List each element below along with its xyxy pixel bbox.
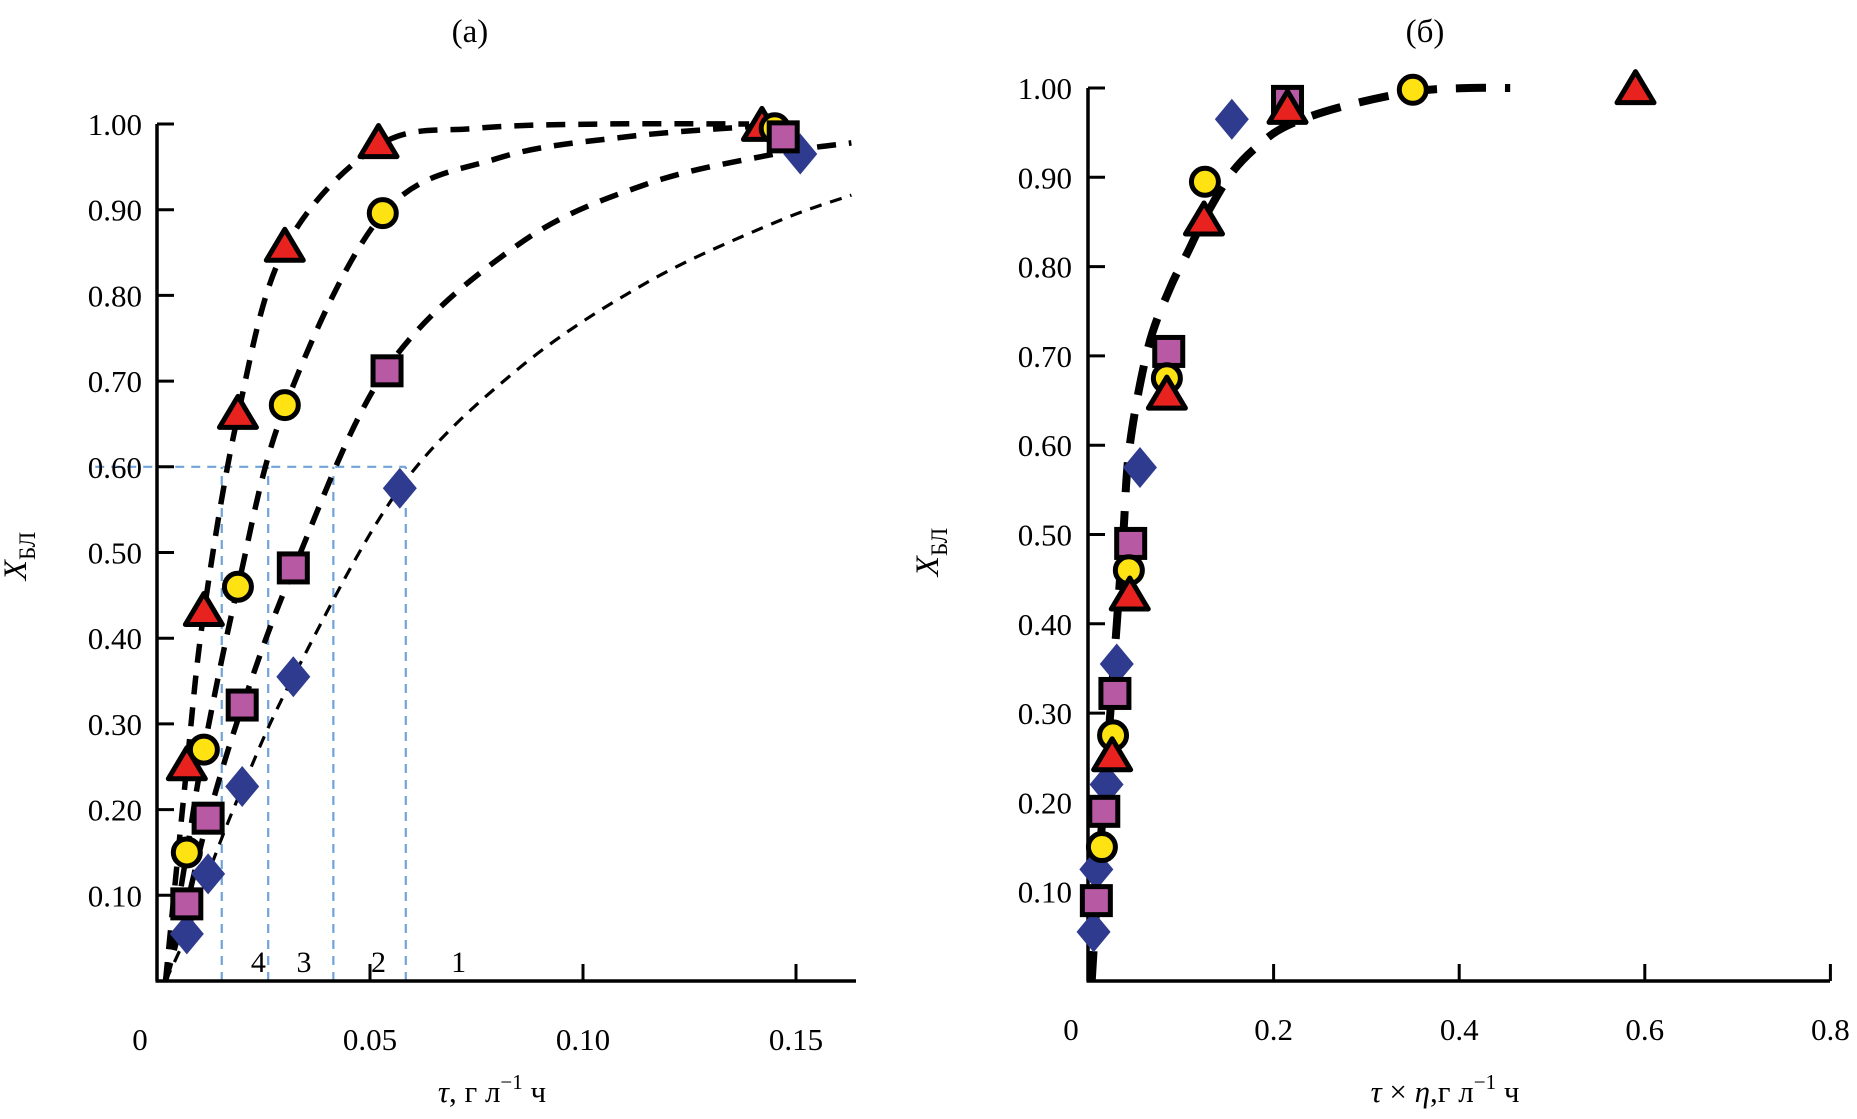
x-tick-label: 0.2 xyxy=(1254,1012,1293,1047)
y-tick-label: 0.30 xyxy=(88,707,142,742)
data-point-diamond-icon xyxy=(1122,447,1157,489)
y-tick-label: 0.40 xyxy=(88,621,142,656)
plot-root: 4 3 2 10.100.200.300.400.500.600.700.800.90… xyxy=(88,69,1850,1057)
x-tick-label: 0.05 xyxy=(343,1022,397,1057)
y-tick-label: 0.60 xyxy=(1018,428,1072,463)
y-tick-label: 0.80 xyxy=(88,278,142,313)
panel-a-title: (а) xyxy=(452,14,489,50)
data-point-square-icon xyxy=(170,887,204,921)
data-point-square-icon xyxy=(370,354,404,388)
curve-number-label: 4 xyxy=(251,946,266,979)
x-tick-label: 0 xyxy=(1063,1012,1079,1047)
y-tick-label: 0.30 xyxy=(1018,696,1072,731)
y-tick-label: 0.70 xyxy=(1018,339,1072,374)
data-point-diamond-icon xyxy=(1214,98,1249,140)
x-tick-label: 0.10 xyxy=(556,1022,610,1057)
data-point-triangle-icon xyxy=(1183,200,1225,237)
data-point-diamond-icon xyxy=(276,656,311,698)
data-point-triangle-icon xyxy=(1145,374,1188,411)
data-point-square-icon xyxy=(276,551,310,585)
curve-number-label: 2 xyxy=(371,946,386,979)
data-point-square-icon xyxy=(1152,334,1186,368)
data-point-circle-icon xyxy=(170,836,203,869)
y-tick-label: 0.40 xyxy=(1018,607,1072,642)
data-point-diamond-icon xyxy=(1089,764,1124,806)
data-point-diamond-icon xyxy=(382,467,417,509)
data-point-diamond-icon xyxy=(225,765,260,807)
data-point-diamond-icon xyxy=(169,913,204,955)
data-point-circle-icon xyxy=(1085,831,1118,864)
data-point-triangle-icon xyxy=(1091,736,1134,773)
data-point-circle-icon xyxy=(187,733,220,766)
data-point-triangle-icon xyxy=(182,590,225,627)
y-tick-label: 0.80 xyxy=(1018,250,1072,285)
x-tick-label: 0.15 xyxy=(769,1022,823,1057)
y-tick-label: 0.10 xyxy=(1018,875,1072,910)
data-point-triangle-icon xyxy=(1614,69,1657,106)
data-point-square-icon xyxy=(1098,676,1132,710)
y-tick-label: 0.10 xyxy=(88,878,142,913)
panel-b-title: (б) xyxy=(1406,14,1445,50)
x-tick-label: 0.4 xyxy=(1440,1012,1479,1047)
data-point-circle-icon xyxy=(268,389,301,422)
y-tick-label: 0.90 xyxy=(1018,160,1072,195)
data-point-circle-icon xyxy=(366,197,399,230)
data-point-square-icon xyxy=(1079,884,1113,918)
data-point-circle-icon xyxy=(1188,165,1221,198)
x-tick-label: 0.6 xyxy=(1625,1012,1664,1047)
data-point-triangle-icon xyxy=(263,226,306,263)
data-point-circle-icon xyxy=(221,570,254,603)
data-point-circle-icon xyxy=(1396,73,1429,106)
data-point-triangle-icon xyxy=(216,393,259,430)
data-point-square-icon xyxy=(225,688,259,722)
fit-curve-4 xyxy=(162,120,750,982)
x-tick-label: 0.8 xyxy=(1811,1012,1850,1047)
x-tick-label: 0 xyxy=(132,1022,148,1057)
panel-a-yaxis-title: XБЛ xyxy=(0,532,40,582)
curve-number-label: 3 xyxy=(296,946,311,979)
y-tick-label: 0.20 xyxy=(1018,785,1072,820)
data-point-square-icon xyxy=(1114,526,1148,560)
panel-b-yaxis-title: XБЛ xyxy=(910,528,952,578)
y-tick-label: 0.60 xyxy=(88,450,142,485)
data-point-triangle-icon xyxy=(357,123,400,160)
curve-number-label: 1 xyxy=(451,946,466,979)
data-point-square-icon xyxy=(191,801,225,835)
y-tick-label: 0.70 xyxy=(88,364,142,399)
panel-a-xaxis-title: τ, г л−1 ч xyxy=(438,1070,546,1109)
data-point-diamond-icon xyxy=(1099,643,1134,685)
fit-curve-3 xyxy=(162,122,763,982)
y-tick-label: 0.50 xyxy=(1018,518,1072,553)
fit-curve-master xyxy=(1087,83,1511,982)
y-tick-label: 1.00 xyxy=(88,107,142,142)
y-tick-label: 0.50 xyxy=(88,536,142,571)
data-point-triangle-icon xyxy=(1108,575,1151,612)
data-point-diamond-icon xyxy=(1076,911,1111,953)
panel-b-xaxis-title: τ × η,г л−1 ч xyxy=(1371,1070,1520,1109)
data-point-triangle-icon xyxy=(1266,88,1309,125)
y-tick-label: 1.00 xyxy=(1018,71,1072,106)
y-tick-label: 0.20 xyxy=(88,793,142,828)
y-tick-label: 0.90 xyxy=(88,193,142,228)
data-point-diamond-icon xyxy=(191,853,226,895)
data-point-square-icon xyxy=(766,120,800,154)
data-point-square-icon xyxy=(1087,794,1121,828)
